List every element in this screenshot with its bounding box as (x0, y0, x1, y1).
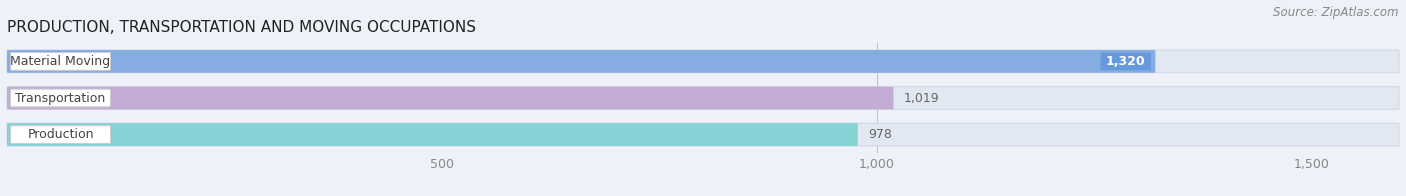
FancyBboxPatch shape (7, 50, 1399, 73)
Text: Production: Production (27, 128, 94, 141)
Text: 978: 978 (869, 128, 893, 141)
FancyBboxPatch shape (7, 123, 1399, 146)
Text: Transportation: Transportation (15, 92, 105, 104)
FancyBboxPatch shape (1101, 53, 1152, 70)
FancyBboxPatch shape (10, 53, 111, 70)
Text: Material Moving: Material Moving (10, 55, 111, 68)
FancyBboxPatch shape (7, 87, 1399, 109)
Text: Source: ZipAtlas.com: Source: ZipAtlas.com (1274, 6, 1399, 19)
FancyBboxPatch shape (10, 89, 111, 107)
FancyBboxPatch shape (7, 123, 858, 146)
FancyBboxPatch shape (10, 126, 111, 143)
Text: 1,320: 1,320 (1107, 55, 1146, 68)
FancyBboxPatch shape (7, 87, 894, 109)
Text: 1,019: 1,019 (904, 92, 939, 104)
FancyBboxPatch shape (7, 50, 1156, 73)
Text: PRODUCTION, TRANSPORTATION AND MOVING OCCUPATIONS: PRODUCTION, TRANSPORTATION AND MOVING OC… (7, 20, 477, 35)
